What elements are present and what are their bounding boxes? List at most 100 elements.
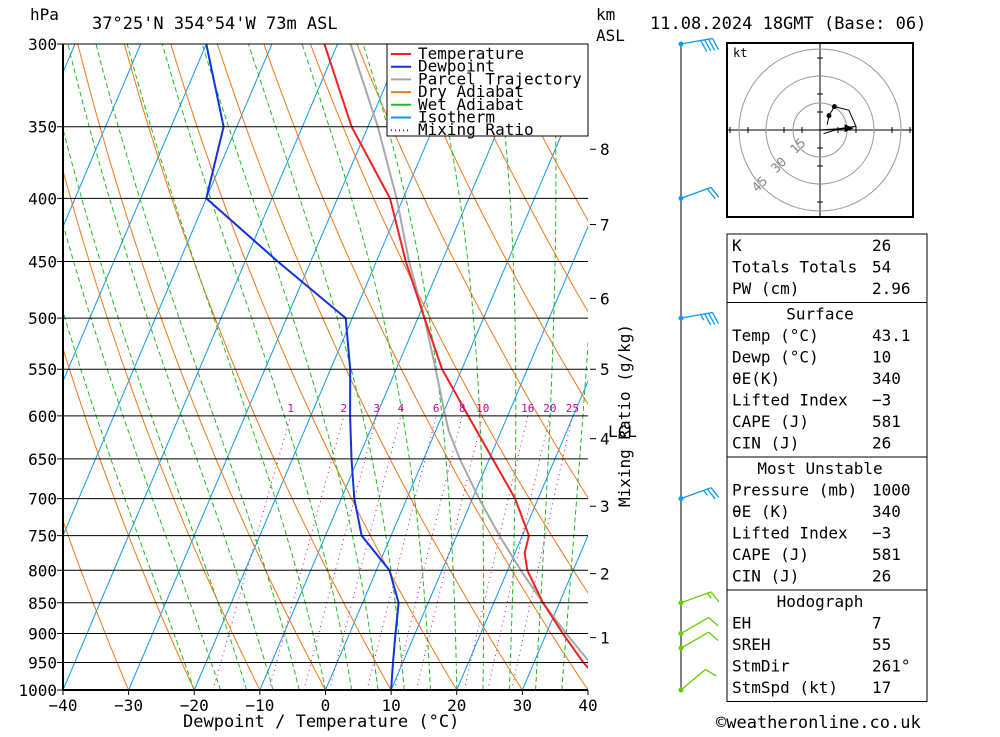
table-row-value: 26 — [872, 567, 891, 586]
hodo-point — [826, 113, 832, 119]
mixing-ratio-lines — [212, 415, 573, 691]
km-tick-label: 2 — [600, 565, 610, 584]
mixing-ratio-line — [303, 415, 378, 691]
km-tick-label: 4 — [600, 430, 610, 449]
table-row-label: Totals Totals — [732, 258, 857, 277]
table-row-label: Lifted Index — [732, 524, 848, 543]
x-tick-label: −10 — [245, 696, 274, 715]
isotherm-line — [128, 44, 404, 691]
dry-adiabat-line — [402, 44, 588, 405]
table-row-label: StmDir — [732, 657, 790, 676]
wind-barb — [678, 311, 720, 326]
wind-barb — [678, 37, 720, 52]
isobar-lines: 300 350 400 450 500 550 600 650 700 750 800 850 900 9… — [18, 35, 588, 700]
wet-adiabat-line — [362, 44, 458, 691]
pressure-tick-label: 400 — [28, 189, 57, 208]
asl-unit-label: ASL — [596, 26, 625, 45]
table-row-value: 581 — [872, 545, 901, 564]
wet-adiabat-line — [95, 44, 300, 691]
table-row-value: −3 — [872, 391, 891, 410]
pressure-tick-label: 800 — [28, 561, 57, 580]
mixing-ratio-labels: 1 2 3 4 6 8 10 16 20 25 — [287, 402, 579, 415]
datetime-label: 11.08.2024 18GMT (Base: 06) — [650, 14, 926, 34]
wind-barb — [678, 631, 719, 651]
mixing-ratio-line — [268, 415, 345, 691]
pressure-tick-label: 600 — [28, 407, 57, 426]
pressure-tick-label: 1000 — [18, 681, 57, 700]
mixing-ratio-label: 6 — [433, 402, 440, 415]
axes: −40 −30 −20 −10 0 10 20 30 40 — [49, 44, 598, 715]
mixing-ratio-label: 1 — [287, 402, 294, 415]
isotherm-line — [325, 70, 588, 691]
table-row-label: CIN (J) — [732, 434, 799, 453]
mixing-ratio-line — [212, 415, 292, 691]
mixing-ratio-label: 10 — [476, 402, 489, 415]
km-tick-label: 8 — [600, 140, 610, 159]
table-row-value: 2.96 — [872, 279, 911, 298]
surface-table — [726, 302, 928, 458]
isotherm-line — [63, 44, 142, 228]
table-row-value: 54 — [872, 258, 891, 277]
pressure-tick-label: 500 — [28, 309, 57, 328]
table-row-label: θE(K) — [732, 369, 780, 388]
legend-entry: Dewpoint — [418, 57, 495, 76]
wind-barb — [678, 186, 720, 201]
legend-entry: Temperature — [418, 44, 524, 63]
pressure-tick-label: 350 — [28, 118, 57, 137]
pressure-tick-label: 950 — [28, 653, 57, 672]
table-row-value: 26 — [872, 434, 891, 453]
hodo-storm-arrow — [844, 124, 854, 133]
legend-entry: Mixing Ratio — [418, 120, 534, 139]
table-row-label: CAPE (J) — [732, 545, 809, 564]
hodo-ring — [765, 75, 875, 185]
km-tick-label: 7 — [600, 216, 610, 235]
table-row-label: CIN (J) — [732, 567, 799, 586]
x-tick-label: 30 — [513, 696, 532, 715]
table-row-value: 55 — [872, 635, 891, 654]
table-row-label: Temp (°C) — [732, 326, 819, 345]
mixing-ratio-label: 20 — [543, 402, 556, 415]
km-axis: 1 2 3 4 5 6 7 8 LCL — [590, 140, 637, 648]
pressure-tick-label: 300 — [28, 35, 57, 54]
wind-profile — [678, 37, 720, 693]
wet-adiabat-line — [493, 44, 517, 691]
table-row-value: 7 — [872, 614, 882, 633]
isotherm-line — [521, 534, 588, 691]
table-row-label: PW (cm) — [732, 279, 799, 298]
pressure-tick-label: 650 — [28, 450, 57, 469]
isotherm-line — [259, 44, 535, 691]
hodo-ring — [738, 48, 902, 212]
isotherm-line — [390, 225, 588, 691]
legend-entry: Dry Adiabat — [418, 82, 524, 101]
temperature-line — [323, 44, 588, 670]
wet-adiabat-line — [126, 44, 326, 691]
x-axis-label: Dewpoint / Temperature (°C) — [183, 712, 459, 732]
table-row-value: 43.1 — [872, 326, 911, 345]
legend-entry: Wet Adiabat — [418, 95, 524, 114]
wet-adiabat-line — [561, 337, 588, 691]
x-tick-label: 10 — [381, 696, 400, 715]
isotherm-line — [0, 44, 9, 690]
isotherm-line — [193, 44, 470, 691]
wet-adiabat-line — [161, 44, 353, 691]
mixing-ratio-axis-label: Mixing Ratio (g/kg) — [615, 324, 634, 507]
table-row-value: 17 — [872, 678, 891, 697]
parcel-trajectory-line — [349, 44, 588, 662]
table-row-value: 340 — [872, 369, 901, 388]
table-row-value: 340 — [872, 502, 901, 521]
pressure-tick-label: 700 — [28, 490, 57, 509]
wet-adiabat-lines — [63, 44, 588, 691]
mixing-ratio-label: 8 — [459, 402, 466, 415]
mixing-ratio-label: 2 — [340, 402, 347, 415]
hpa-unit-label: hPa — [30, 5, 59, 24]
most-unstable-table — [726, 456, 928, 591]
hodo-point — [831, 104, 837, 110]
indices-tables: K 26 Totals Totals 54 PW (cm) 2.96 Surface Temp… — [726, 233, 928, 702]
wet-adiabat-line — [535, 44, 557, 691]
wet-adiabat-line — [428, 44, 485, 690]
table-row-value: 1000 — [872, 481, 911, 500]
x-tick-label: 20 — [447, 696, 466, 715]
isotherm-line — [63, 44, 338, 691]
table-row-label: Dewp (°C) — [732, 348, 819, 367]
